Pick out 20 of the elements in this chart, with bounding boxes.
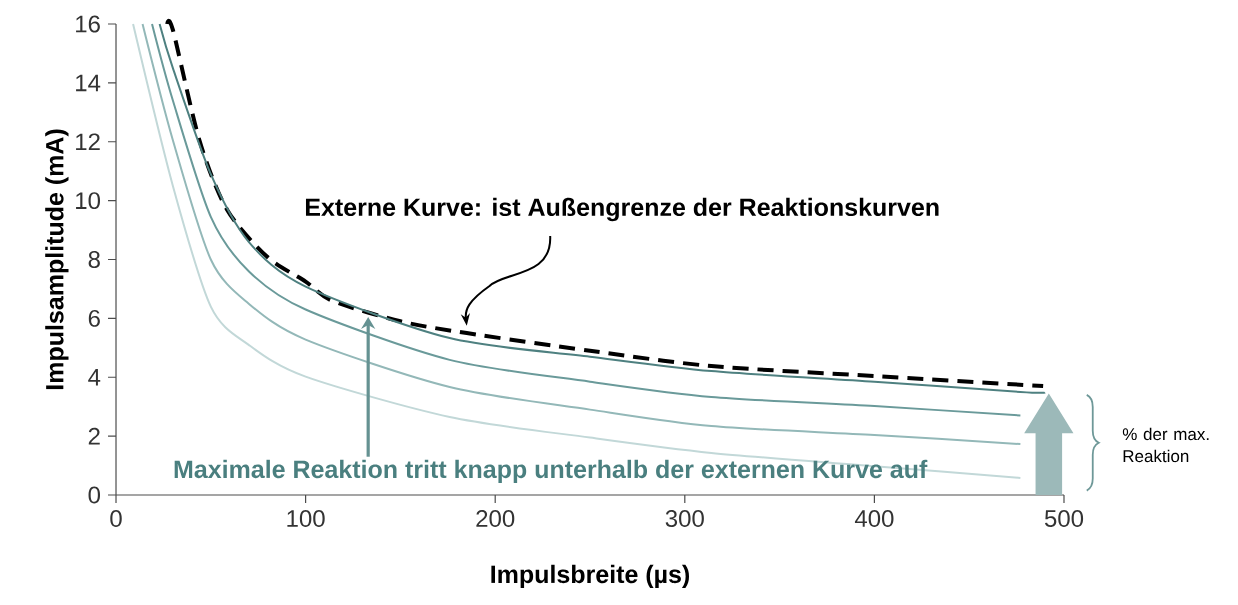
annotation: Maximale Reaktion tritt knapp unterhalb der externen Kurve auf bbox=[174, 459, 928, 484]
y-tick-label: 8 bbox=[88, 251, 100, 268]
y-tick-label: 10 bbox=[76, 192, 101, 210]
x-tick-label: 400 bbox=[854, 510, 894, 528]
x-tick-label: 300 bbox=[665, 510, 704, 528]
x-tick-label: 200 bbox=[476, 510, 515, 528]
x-axis-title: Impulsbreite (µs) bbox=[491, 564, 690, 589]
y-axis-title: Impulsamplitude (mA) bbox=[45, 129, 69, 390]
x-tick-label: 100 bbox=[287, 510, 325, 528]
y-tick-label: 2 bbox=[88, 427, 100, 445]
y-tick-label: 16 bbox=[76, 15, 100, 33]
y-tick-label: 4 bbox=[88, 369, 101, 386]
x-tick-label: 500 bbox=[1044, 510, 1084, 528]
y-tick-label: 6 bbox=[88, 309, 100, 327]
y-tick-label: 12 bbox=[76, 133, 100, 151]
y-tick-label: 0 bbox=[88, 486, 101, 504]
text: % der max. Reaktion bbox=[1122, 427, 1209, 463]
y-tick-label: 14 bbox=[76, 74, 101, 92]
annotation: Externe Kurve: ist Außengrenze der Reaktionskurven bbox=[305, 197, 939, 222]
x-tick-label: 0 bbox=[110, 510, 122, 528]
